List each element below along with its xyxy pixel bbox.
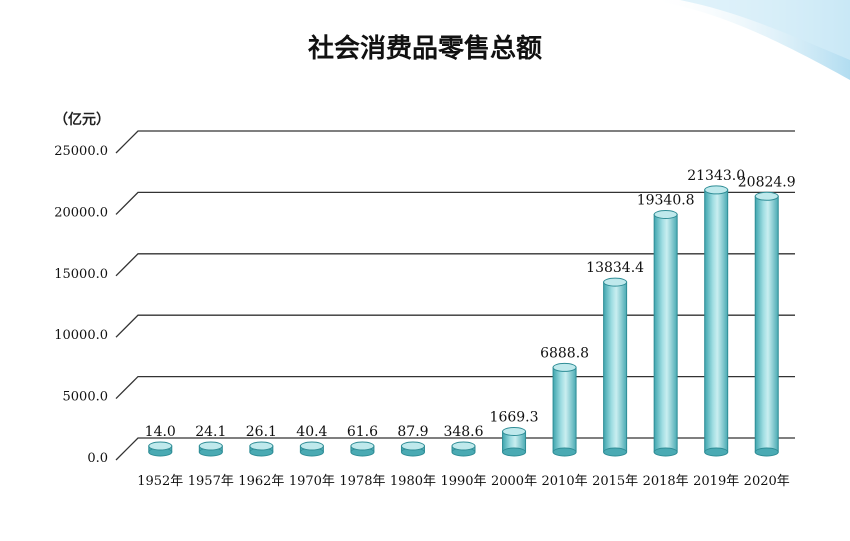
x-tick-label: 1970年 bbox=[289, 474, 335, 489]
bar bbox=[198, 441, 223, 457]
corner-decoration bbox=[650, 0, 850, 80]
data-label: 26.1 bbox=[246, 424, 277, 440]
y-tick-label: 25000.0 bbox=[54, 144, 108, 159]
chart-title: 社会消费品零售总额 bbox=[307, 34, 542, 64]
bar bbox=[754, 191, 779, 457]
bar bbox=[400, 441, 425, 457]
y-tick-label: 15000.0 bbox=[54, 267, 108, 282]
x-tick-label: 1962年 bbox=[238, 474, 284, 489]
bar bbox=[653, 209, 678, 457]
x-tick-label: 1957年 bbox=[188, 474, 234, 489]
bar bbox=[552, 362, 577, 457]
data-label: 14.0 bbox=[145, 424, 176, 440]
y-tick-label: 0.0 bbox=[87, 451, 108, 466]
x-tick-label: 1990年 bbox=[440, 474, 486, 489]
data-label: 40.4 bbox=[296, 424, 327, 440]
x-tick-label: 1952年 bbox=[137, 474, 183, 489]
gridline bbox=[115, 375, 795, 400]
x-tick-label: 1980年 bbox=[390, 474, 436, 489]
bar bbox=[704, 185, 729, 457]
x-tick-label: 2015年 bbox=[592, 474, 638, 489]
y-tick-label: 10000.0 bbox=[54, 328, 108, 343]
data-label: 21343.0 bbox=[687, 168, 745, 184]
data-label: 348.6 bbox=[443, 424, 483, 440]
bar bbox=[451, 441, 476, 457]
y-axis-ticks: 0.0 5000.0 10000.0 15000.0 20000.0 25000.0 bbox=[54, 144, 108, 466]
x-tick-label: 2018年 bbox=[643, 474, 689, 489]
data-label: 1669.3 bbox=[490, 410, 539, 426]
bar bbox=[502, 427, 527, 457]
gridline bbox=[115, 314, 795, 338]
bar bbox=[249, 441, 274, 457]
x-tick-label: 2019年 bbox=[693, 474, 739, 489]
bar bbox=[350, 441, 375, 457]
x-tick-label: 1978年 bbox=[339, 474, 385, 489]
x-axis-labels: 1952年 1957年 1962年 1970年 1978年 1980年 1990年 2000年… bbox=[137, 474, 790, 489]
y-tick-label: 5000.0 bbox=[63, 390, 109, 405]
bar bbox=[603, 277, 628, 457]
bars bbox=[148, 185, 779, 457]
x-tick-label: 2020年 bbox=[744, 474, 790, 489]
y-axis-unit-label: （亿元） bbox=[54, 112, 110, 128]
gridline bbox=[115, 130, 795, 154]
data-label: 13834.4 bbox=[586, 260, 644, 276]
x-tick-label: 2000年 bbox=[491, 474, 537, 489]
bar bbox=[148, 441, 173, 457]
data-labels: 14.0 24.1 26.1 40.4 61.6 87.9 348.6 1669.3 6888.… bbox=[145, 168, 796, 440]
data-label: 87.9 bbox=[397, 424, 428, 440]
data-label: 20824.9 bbox=[738, 174, 796, 190]
data-label: 24.1 bbox=[195, 424, 226, 440]
gridline bbox=[115, 253, 795, 277]
data-label: 19340.8 bbox=[637, 192, 695, 208]
data-label: 61.6 bbox=[347, 424, 378, 440]
gridline bbox=[115, 191, 795, 215]
x-tick-label: 2010年 bbox=[542, 474, 588, 489]
y-tick-label: 20000.0 bbox=[54, 205, 108, 220]
data-label: 6888.8 bbox=[540, 345, 589, 361]
bar bbox=[299, 441, 324, 457]
